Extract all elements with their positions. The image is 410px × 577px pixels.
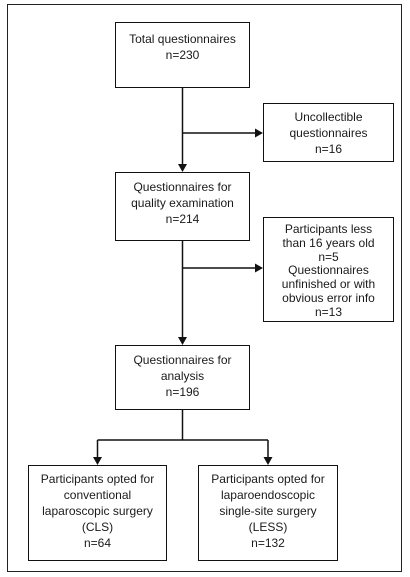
box-count: n=64 <box>83 536 112 550</box>
box-count: n=13 <box>314 304 343 319</box>
box-text-line: conventional <box>63 488 132 502</box>
arrowhead <box>93 457 102 465</box>
excluded-participants-box: Participants less than 16 years old n=5 … <box>263 217 394 322</box>
box-text-line: single-site surgery <box>219 504 317 518</box>
box-count: n=16 <box>314 142 343 156</box>
box-text-line: Total questionnaires <box>129 32 236 46</box>
figure-frame <box>7 4 402 572</box>
box-text-line: quality examination <box>131 196 234 210</box>
box-text-line: Participants opted for <box>40 472 155 486</box>
box-text-line: laparoendoscopic <box>220 488 316 502</box>
box-text-line: (LESS) <box>248 520 288 534</box>
arrowhead <box>255 128 263 138</box>
box-text-line: questionnaires <box>289 126 368 140</box>
box-text-line: Questionnaires for <box>133 353 232 367</box>
less-group-box: Participants opted for laparoendoscopic … <box>198 465 338 561</box>
box-text-line: than 16 years old <box>282 235 375 250</box>
box-count: n=132 <box>251 536 285 550</box>
box-text-line: (CLS) <box>81 520 114 534</box>
quality-examination-box: Questionnaires for quality examination n… <box>115 172 250 241</box>
total-questionnaires-box: Total questionnaires n=230 <box>115 22 250 88</box>
box-text-line: Participants less <box>284 222 373 236</box>
box-text-line: Questionnaires <box>288 263 369 278</box>
uncollectible-questionnaires-box: Uncollectible questionnaires n=16 <box>263 103 394 162</box>
box-text-line: laparoscopic surgery <box>42 504 153 518</box>
arrowhead <box>263 457 273 465</box>
box-count: n=196 <box>165 385 200 399</box>
box-text-line: obvious error info <box>282 290 375 305</box>
box-text-line: Questionnaires for <box>133 180 232 194</box>
box-count: n=230 <box>165 48 200 62</box>
cls-group-box: Participants opted for conventional lapa… <box>28 465 167 561</box>
arrowhead <box>178 337 187 345</box>
box-count: n=5 <box>318 249 339 264</box>
arrowhead <box>255 263 263 273</box>
box-text-line: analysis <box>160 369 205 383</box>
arrowhead <box>178 164 187 172</box>
analysis-box: Questionnaires for analysis n=196 <box>115 345 250 410</box>
box-text-line: Uncollectible <box>294 110 363 124</box>
box-text-line: unfinished or with <box>281 277 376 292</box>
box-count: n=214 <box>165 212 200 226</box>
box-text-line: Participants opted for <box>211 472 325 486</box>
